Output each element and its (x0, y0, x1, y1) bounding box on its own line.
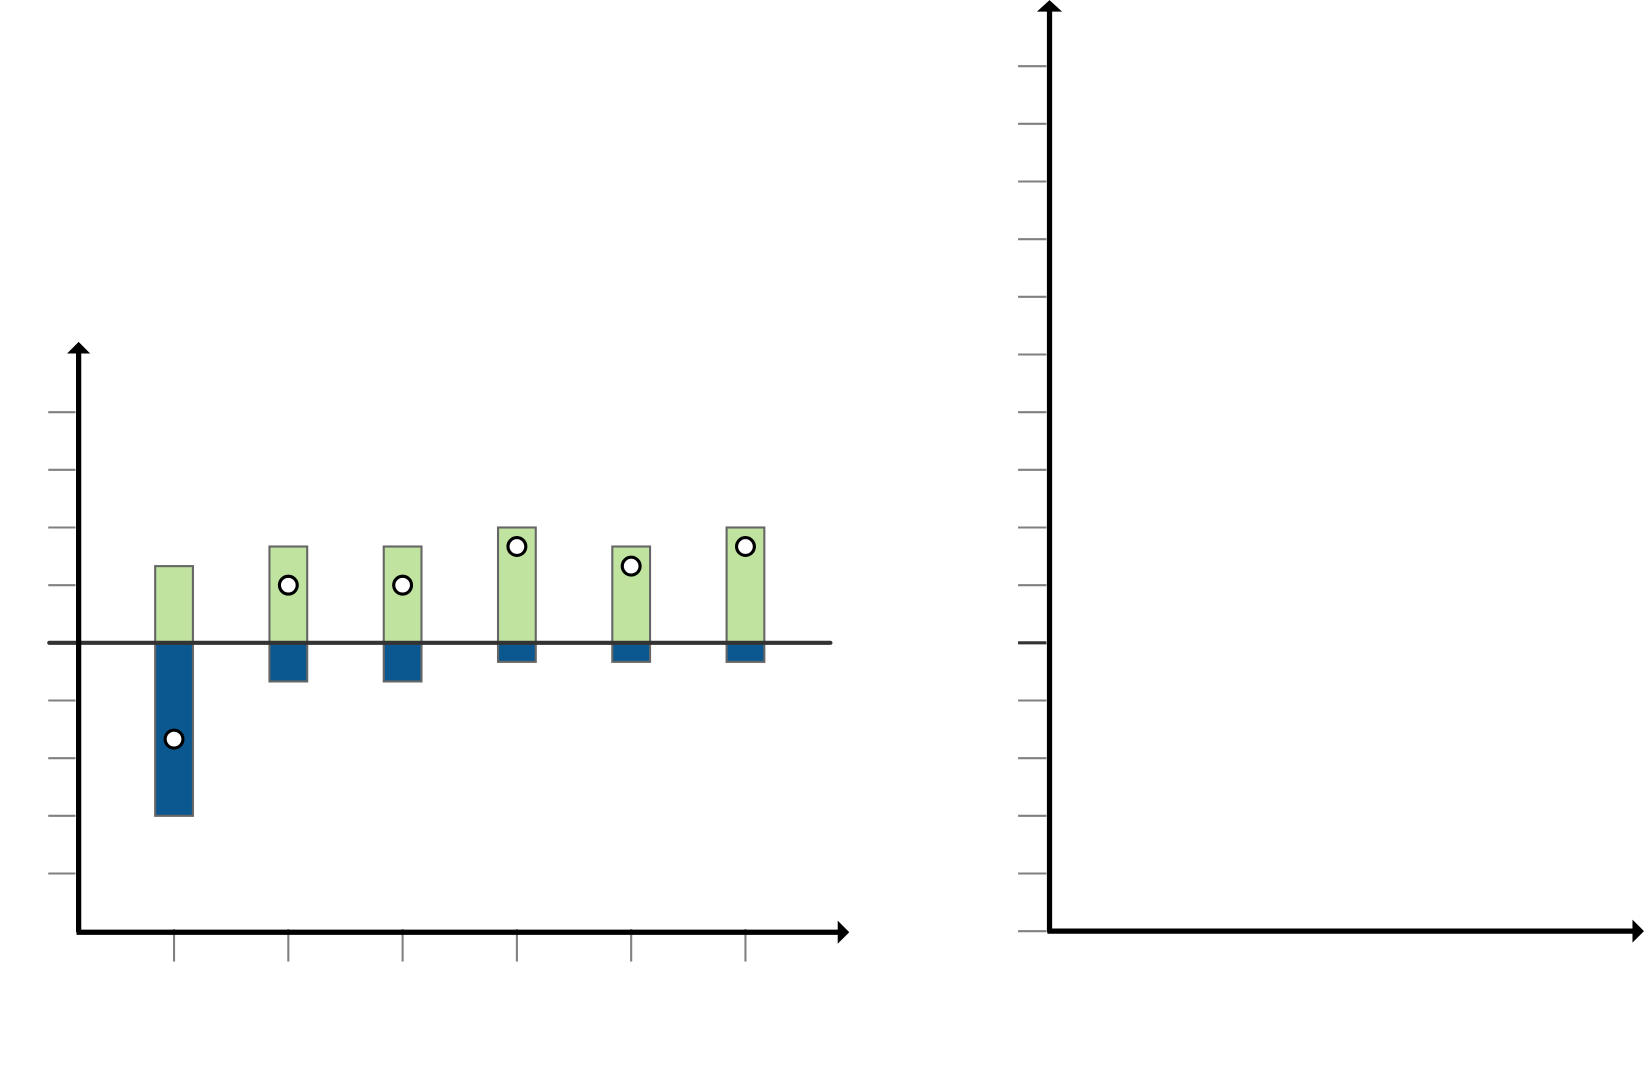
bar-negative (725, 641, 766, 663)
bar-negative (496, 641, 537, 663)
net-marker (620, 555, 642, 577)
y-axis-arrow (67, 341, 91, 354)
y-axis-arrow (1036, 0, 1063, 12)
net-marker (277, 574, 299, 596)
bar-negative (611, 641, 652, 663)
net-marker (392, 574, 414, 596)
bar-negative (382, 641, 423, 683)
x-axis-arrow (1632, 919, 1644, 943)
net-marker (506, 536, 528, 558)
net-marker (734, 536, 756, 558)
x-axis-arrow (837, 920, 850, 944)
bar-positive (154, 565, 194, 644)
bar-negative (268, 641, 309, 683)
net-marker (163, 728, 185, 750)
